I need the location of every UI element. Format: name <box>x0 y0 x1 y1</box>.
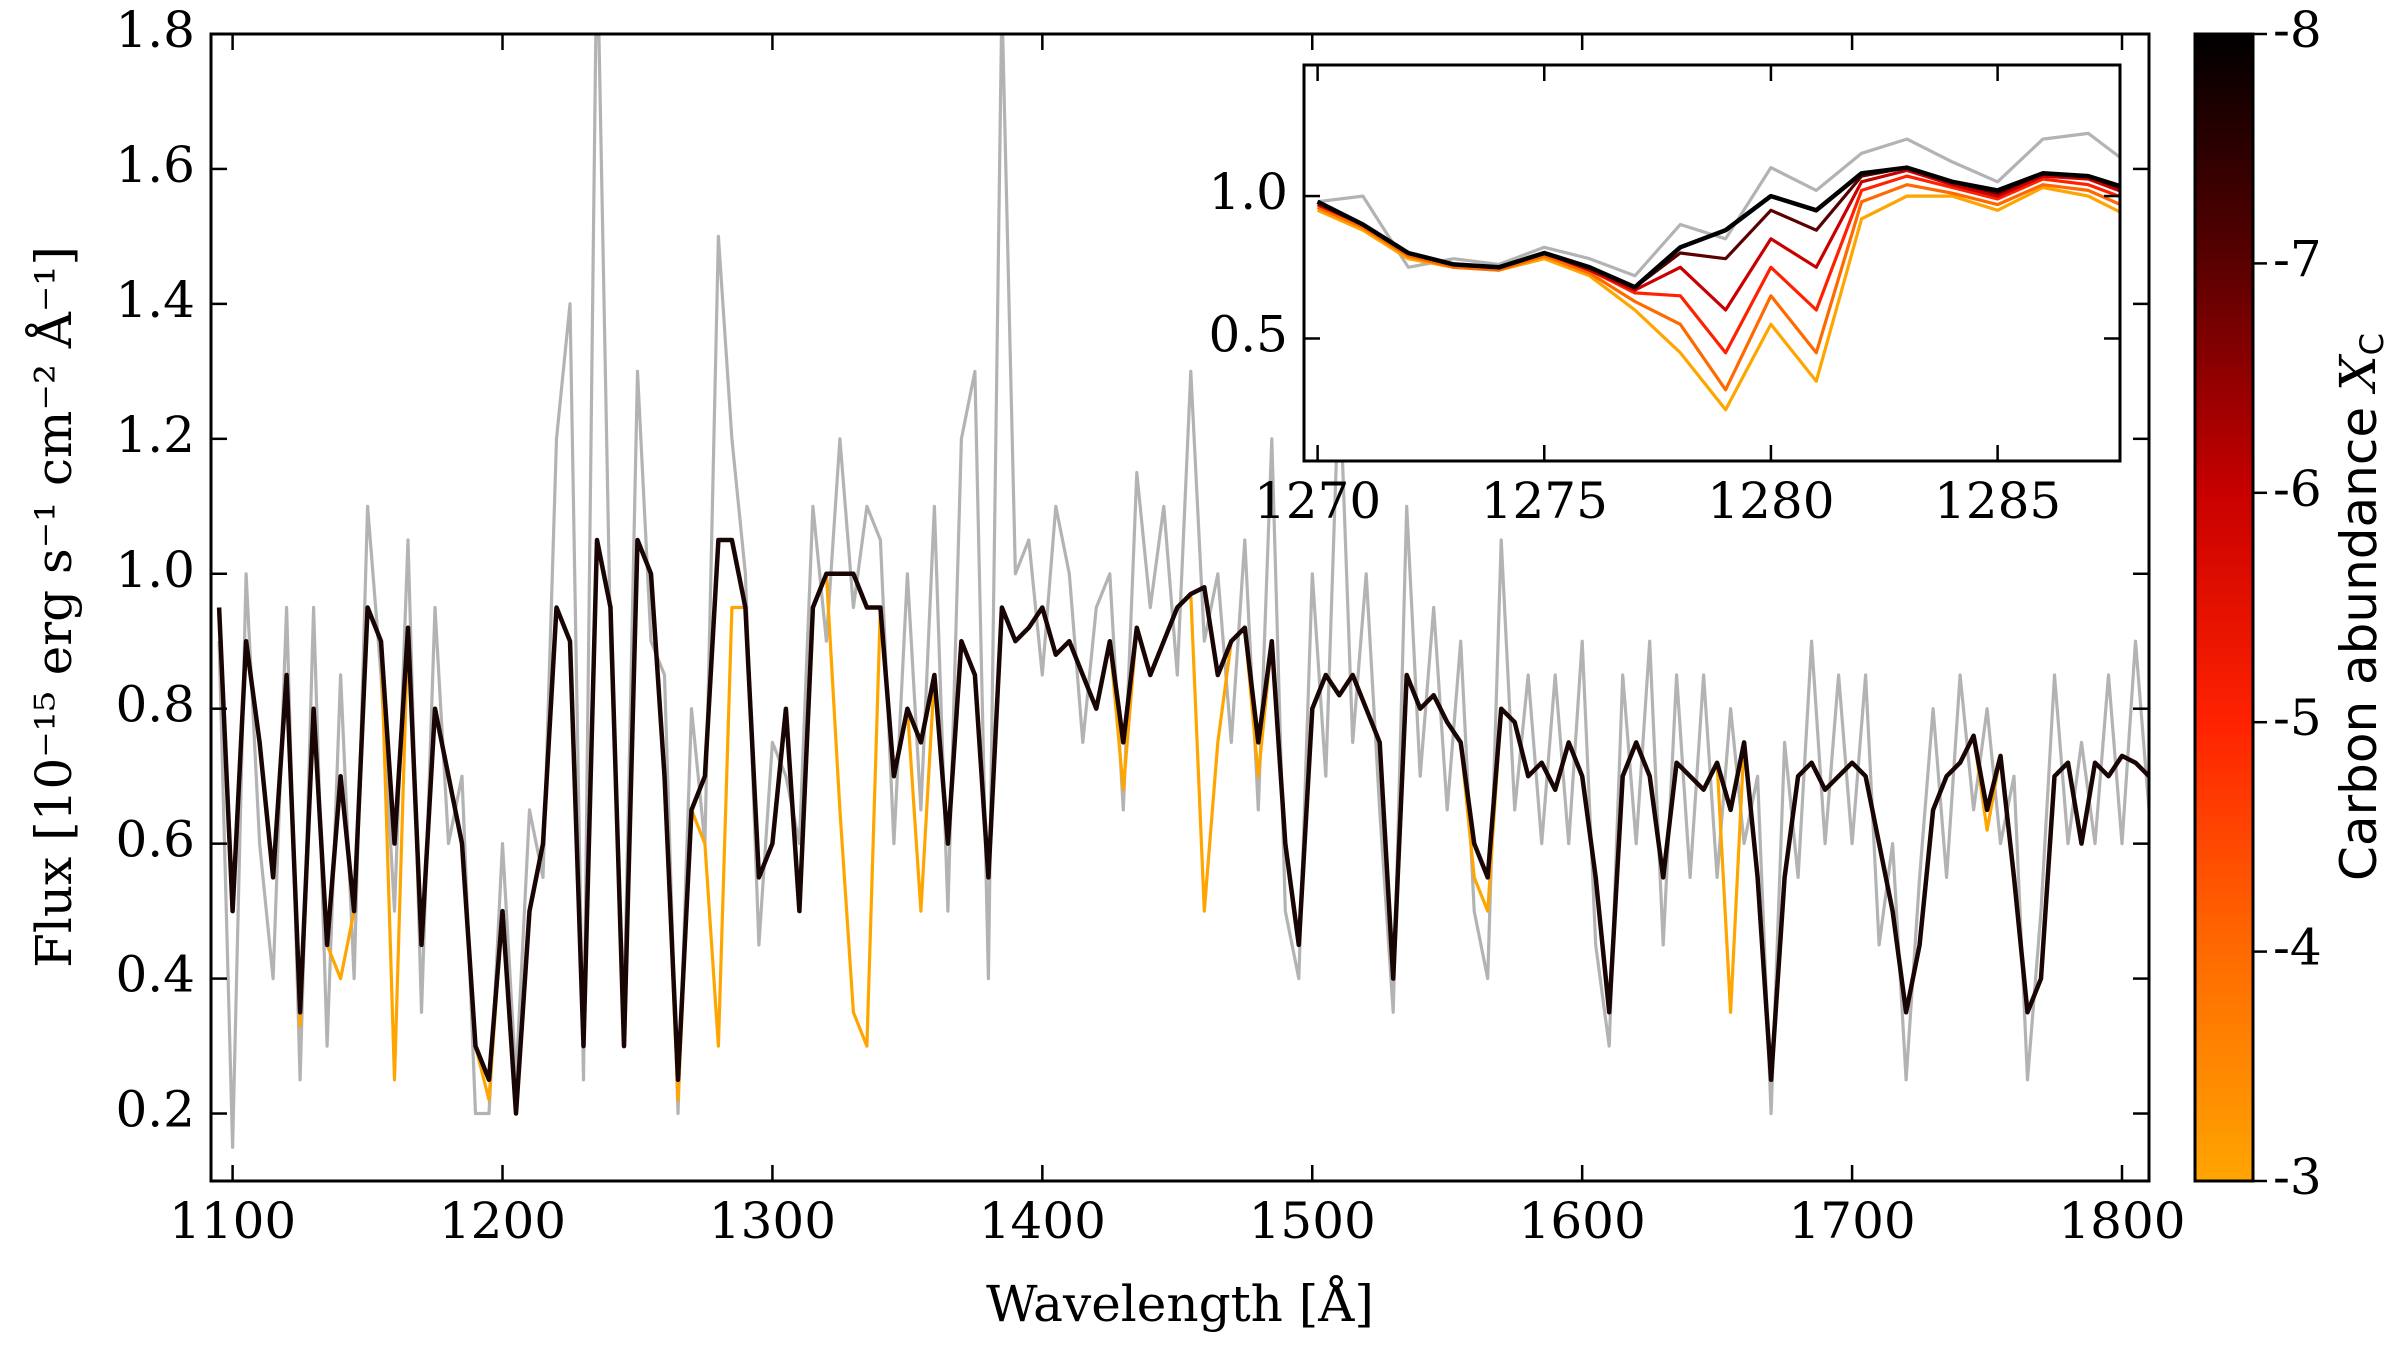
colorbar-tick-label: -7 <box>2273 230 2322 288</box>
x-axis-label: Wavelength [Å] <box>986 1274 1374 1333</box>
x-tick-label: 1500 <box>1249 1192 1376 1250</box>
y-tick-label: 1.4 <box>115 271 195 329</box>
x-tick-label: 1100 <box>169 1192 296 1250</box>
colorbar-tick-label: -4 <box>2273 919 2322 977</box>
x-tick-label: 1600 <box>1519 1192 1646 1250</box>
x-tick-label: 1400 <box>979 1192 1106 1250</box>
x-tick-label: 1280 <box>1707 472 1834 530</box>
colorbar-tick-label: -8 <box>2273 1 2322 59</box>
spectrum-line <box>1317 131 2120 278</box>
colorbar-tick-label: -6 <box>2273 460 2322 518</box>
y-tick-label: 0.5 <box>1208 305 1288 363</box>
y-tick-label: 0.6 <box>115 811 195 869</box>
colorbar-tick-label: -3 <box>2273 1148 2322 1206</box>
y-tick-label: 1.2 <box>115 406 195 464</box>
colorbar <box>2193 32 2255 1183</box>
x-tick-label: 1300 <box>709 1192 836 1250</box>
x-tick-label: 1275 <box>1481 472 1608 530</box>
y-axis-label: Flux [10⁻¹⁵ erg s⁻¹ cm⁻² Å⁻¹] <box>24 246 83 968</box>
y-tick-label: 1.0 <box>1208 163 1288 221</box>
colorbar-label-text: Carbon abundance <box>2330 407 2388 881</box>
plot-area <box>216 34 2149 1149</box>
plot-frame <box>209 32 2151 1183</box>
y-tick-label: 1.6 <box>115 136 195 194</box>
y-tick-label: 0.2 <box>115 1081 195 1139</box>
spectrum-line <box>1316 183 2120 392</box>
plot-frame <box>1302 63 2122 463</box>
x-tick-label: 1200 <box>439 1192 566 1250</box>
y-tick-label: 0.8 <box>115 676 195 734</box>
colorbar-tick-label: -5 <box>2273 689 2322 747</box>
y-tick-label: 0.4 <box>115 946 195 1004</box>
colorbar-label: Carbon abundance XC <box>2329 333 2391 881</box>
y-tick-label: 1.0 <box>115 541 195 599</box>
spectrum-line <box>216 537 2149 1116</box>
x-tick-label: 1270 <box>1254 472 1381 530</box>
x-tick-label: 1700 <box>1788 1192 1915 1250</box>
colorbar-label-symbol: X <box>2329 353 2387 395</box>
x-tick-label: 1285 <box>1934 472 2061 530</box>
plot-area <box>1316 131 2120 412</box>
y-tick-label: 1.8 <box>115 1 195 59</box>
colorbar-label-subscript: C <box>2353 333 2391 355</box>
spectrum-line <box>1316 165 2120 290</box>
x-tick-label: 1800 <box>2058 1192 2185 1250</box>
